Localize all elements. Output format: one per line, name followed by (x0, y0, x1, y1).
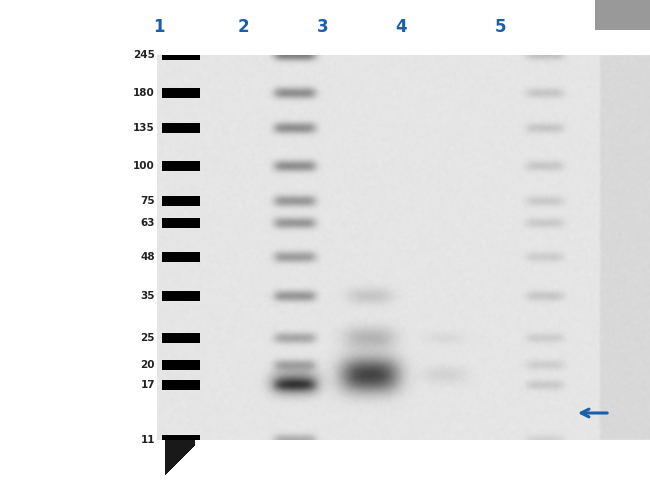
Text: 11: 11 (140, 435, 155, 445)
Text: 20: 20 (140, 360, 155, 370)
Text: 180: 180 (133, 88, 155, 98)
Text: 3: 3 (317, 17, 329, 36)
Text: 5: 5 (495, 17, 506, 36)
Text: 75: 75 (140, 196, 155, 206)
Text: 4: 4 (395, 17, 407, 36)
Text: 2: 2 (238, 17, 250, 36)
Text: 25: 25 (140, 333, 155, 343)
Text: 17: 17 (140, 380, 155, 390)
Text: 63: 63 (140, 218, 155, 228)
Text: 100: 100 (133, 161, 155, 171)
Text: 135: 135 (133, 123, 155, 133)
Text: 245: 245 (133, 50, 155, 60)
Text: 48: 48 (140, 252, 155, 262)
Text: 35: 35 (140, 291, 155, 301)
Text: 1: 1 (153, 17, 165, 36)
